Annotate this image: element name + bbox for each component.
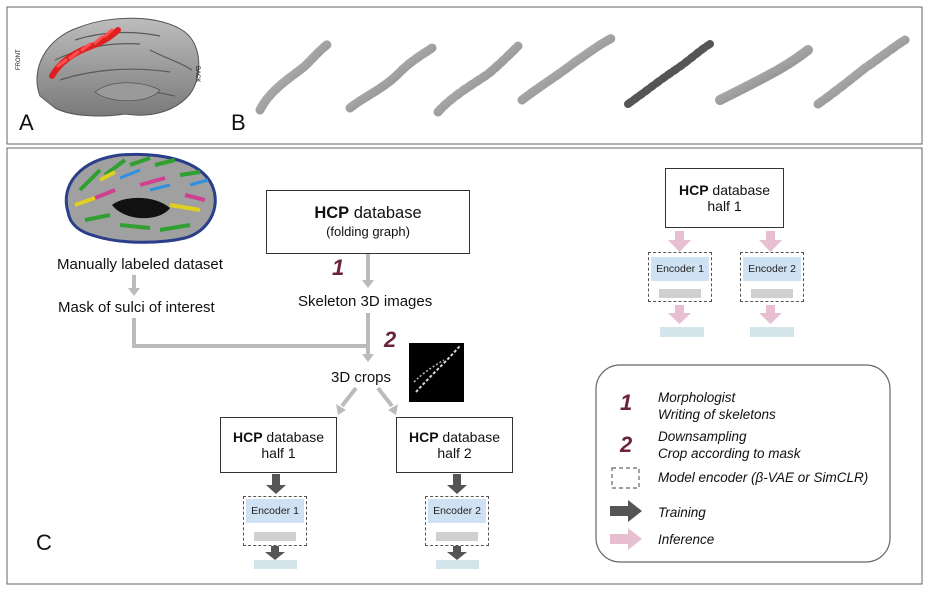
- step-2-number: 2: [384, 327, 397, 352]
- hcp-main-bold: HCP: [314, 204, 350, 223]
- inference-encoder-1-frame: Encoder 1: [648, 252, 712, 302]
- legend-step-2-line-b: Crop according to mask: [658, 446, 801, 461]
- hcp-half2-rest: database: [438, 428, 501, 445]
- hcp-half1-sub: half 1: [261, 445, 296, 461]
- skeleton-thumb-4: [517, 33, 617, 105]
- hcp-half2-sub: half 2: [437, 445, 472, 461]
- training-encoder-1: Encoder 1: [246, 499, 304, 523]
- legend-frame: [595, 364, 891, 563]
- legend-encoder-swatch: [611, 467, 640, 489]
- legend-step-1-line-a: Morphologist: [658, 390, 736, 405]
- hcp-main-sub: (folding graph): [326, 224, 410, 240]
- panel-b-label: B: [231, 110, 246, 135]
- crops-label: 3D crops: [331, 369, 392, 386]
- panel-c-frame: [6, 147, 923, 585]
- inference-encoder-2: Encoder 2: [743, 257, 801, 281]
- crop-skeleton-line: [415, 345, 461, 393]
- legend-training-text: Training: [658, 505, 706, 520]
- legend-step-1-number: 1: [620, 390, 633, 415]
- skeleton-thumb-2: [345, 43, 437, 113]
- brain-front-label: FRONT: [16, 49, 22, 70]
- inference-latent-2: [751, 289, 793, 298]
- inference-hcp-box: HCP database half 1: [665, 168, 784, 228]
- panel-c-label: C: [36, 530, 52, 555]
- skeleton-label: Skeleton 3D images: [298, 293, 433, 310]
- training-latent-2: [436, 532, 478, 541]
- hcp-half2-box: HCP database half 2: [396, 417, 513, 473]
- legend-training-arrow: [610, 500, 642, 522]
- training-encoder-2-frame: Encoder 2: [425, 496, 489, 546]
- inference-output-1: [660, 327, 704, 337]
- training-latent-1: [254, 532, 296, 541]
- training-encoder-2: Encoder 2: [428, 499, 486, 523]
- legend-inference-text: Inference: [658, 532, 715, 547]
- labeled-brain-image: [64, 152, 217, 244]
- skeleton-thumb-3: [433, 41, 523, 117]
- manual-dataset-label: Manually labeled dataset: [57, 256, 223, 273]
- brain-back-label: BACK: [194, 66, 200, 83]
- hcp-half2-bold: HCP: [408, 428, 439, 445]
- legend-step-1-line-b: Writing of skeletons: [658, 407, 776, 422]
- legend-step-2-number: 2: [620, 432, 633, 457]
- training-output-2: [436, 560, 479, 569]
- process-arrows: [128, 253, 398, 415]
- panel-a-label: A: [19, 110, 34, 135]
- skeleton-thumb-5: [624, 40, 714, 108]
- inference-encoder-1: Encoder 1: [651, 257, 709, 281]
- skeleton-thumbnails: [255, 33, 910, 117]
- hcp-database-box: HCP database (folding graph): [266, 190, 470, 254]
- inference-latent-1: [659, 289, 701, 298]
- inference-arrows: [668, 231, 782, 324]
- skeleton-thumb-7: [813, 35, 910, 109]
- hcp-half1-bold: HCP: [232, 428, 263, 445]
- skeleton-thumb-1: [255, 39, 333, 115]
- training-encoder-1-frame: Encoder 1: [243, 496, 307, 546]
- legend-inference-arrow: [610, 528, 642, 550]
- hcp-main-rest: database: [349, 204, 422, 223]
- legend-step-2-line-a: Downsampling: [658, 429, 747, 444]
- inference-hcp-rest: database: [708, 181, 771, 198]
- mask-label: Mask of sulci of interest: [58, 299, 215, 316]
- inference-hcp-bold: HCP: [678, 181, 709, 198]
- step-1-number: 1: [332, 255, 345, 280]
- inference-output-2: [750, 327, 794, 337]
- hcp-half1-rest: database: [262, 428, 325, 445]
- inference-encoder-2-frame: Encoder 2: [740, 252, 804, 302]
- training-arrows: [265, 474, 467, 560]
- training-output-1: [254, 560, 297, 569]
- legend-encoder-text: Model encoder (β-VAE or SimCLR): [658, 470, 869, 485]
- panel-ab-frame: [6, 6, 923, 145]
- inference-hcp-sub: half 1: [707, 198, 742, 214]
- skeleton-thumb-6: [715, 45, 813, 105]
- hcp-half1-box: HCP database half 1: [220, 417, 337, 473]
- brain-sulcus-image: [36, 17, 200, 117]
